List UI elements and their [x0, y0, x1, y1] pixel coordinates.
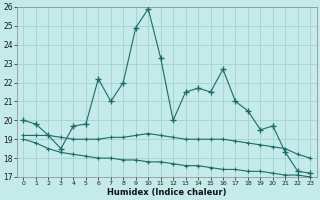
X-axis label: Humidex (Indice chaleur): Humidex (Indice chaleur)	[107, 188, 227, 197]
